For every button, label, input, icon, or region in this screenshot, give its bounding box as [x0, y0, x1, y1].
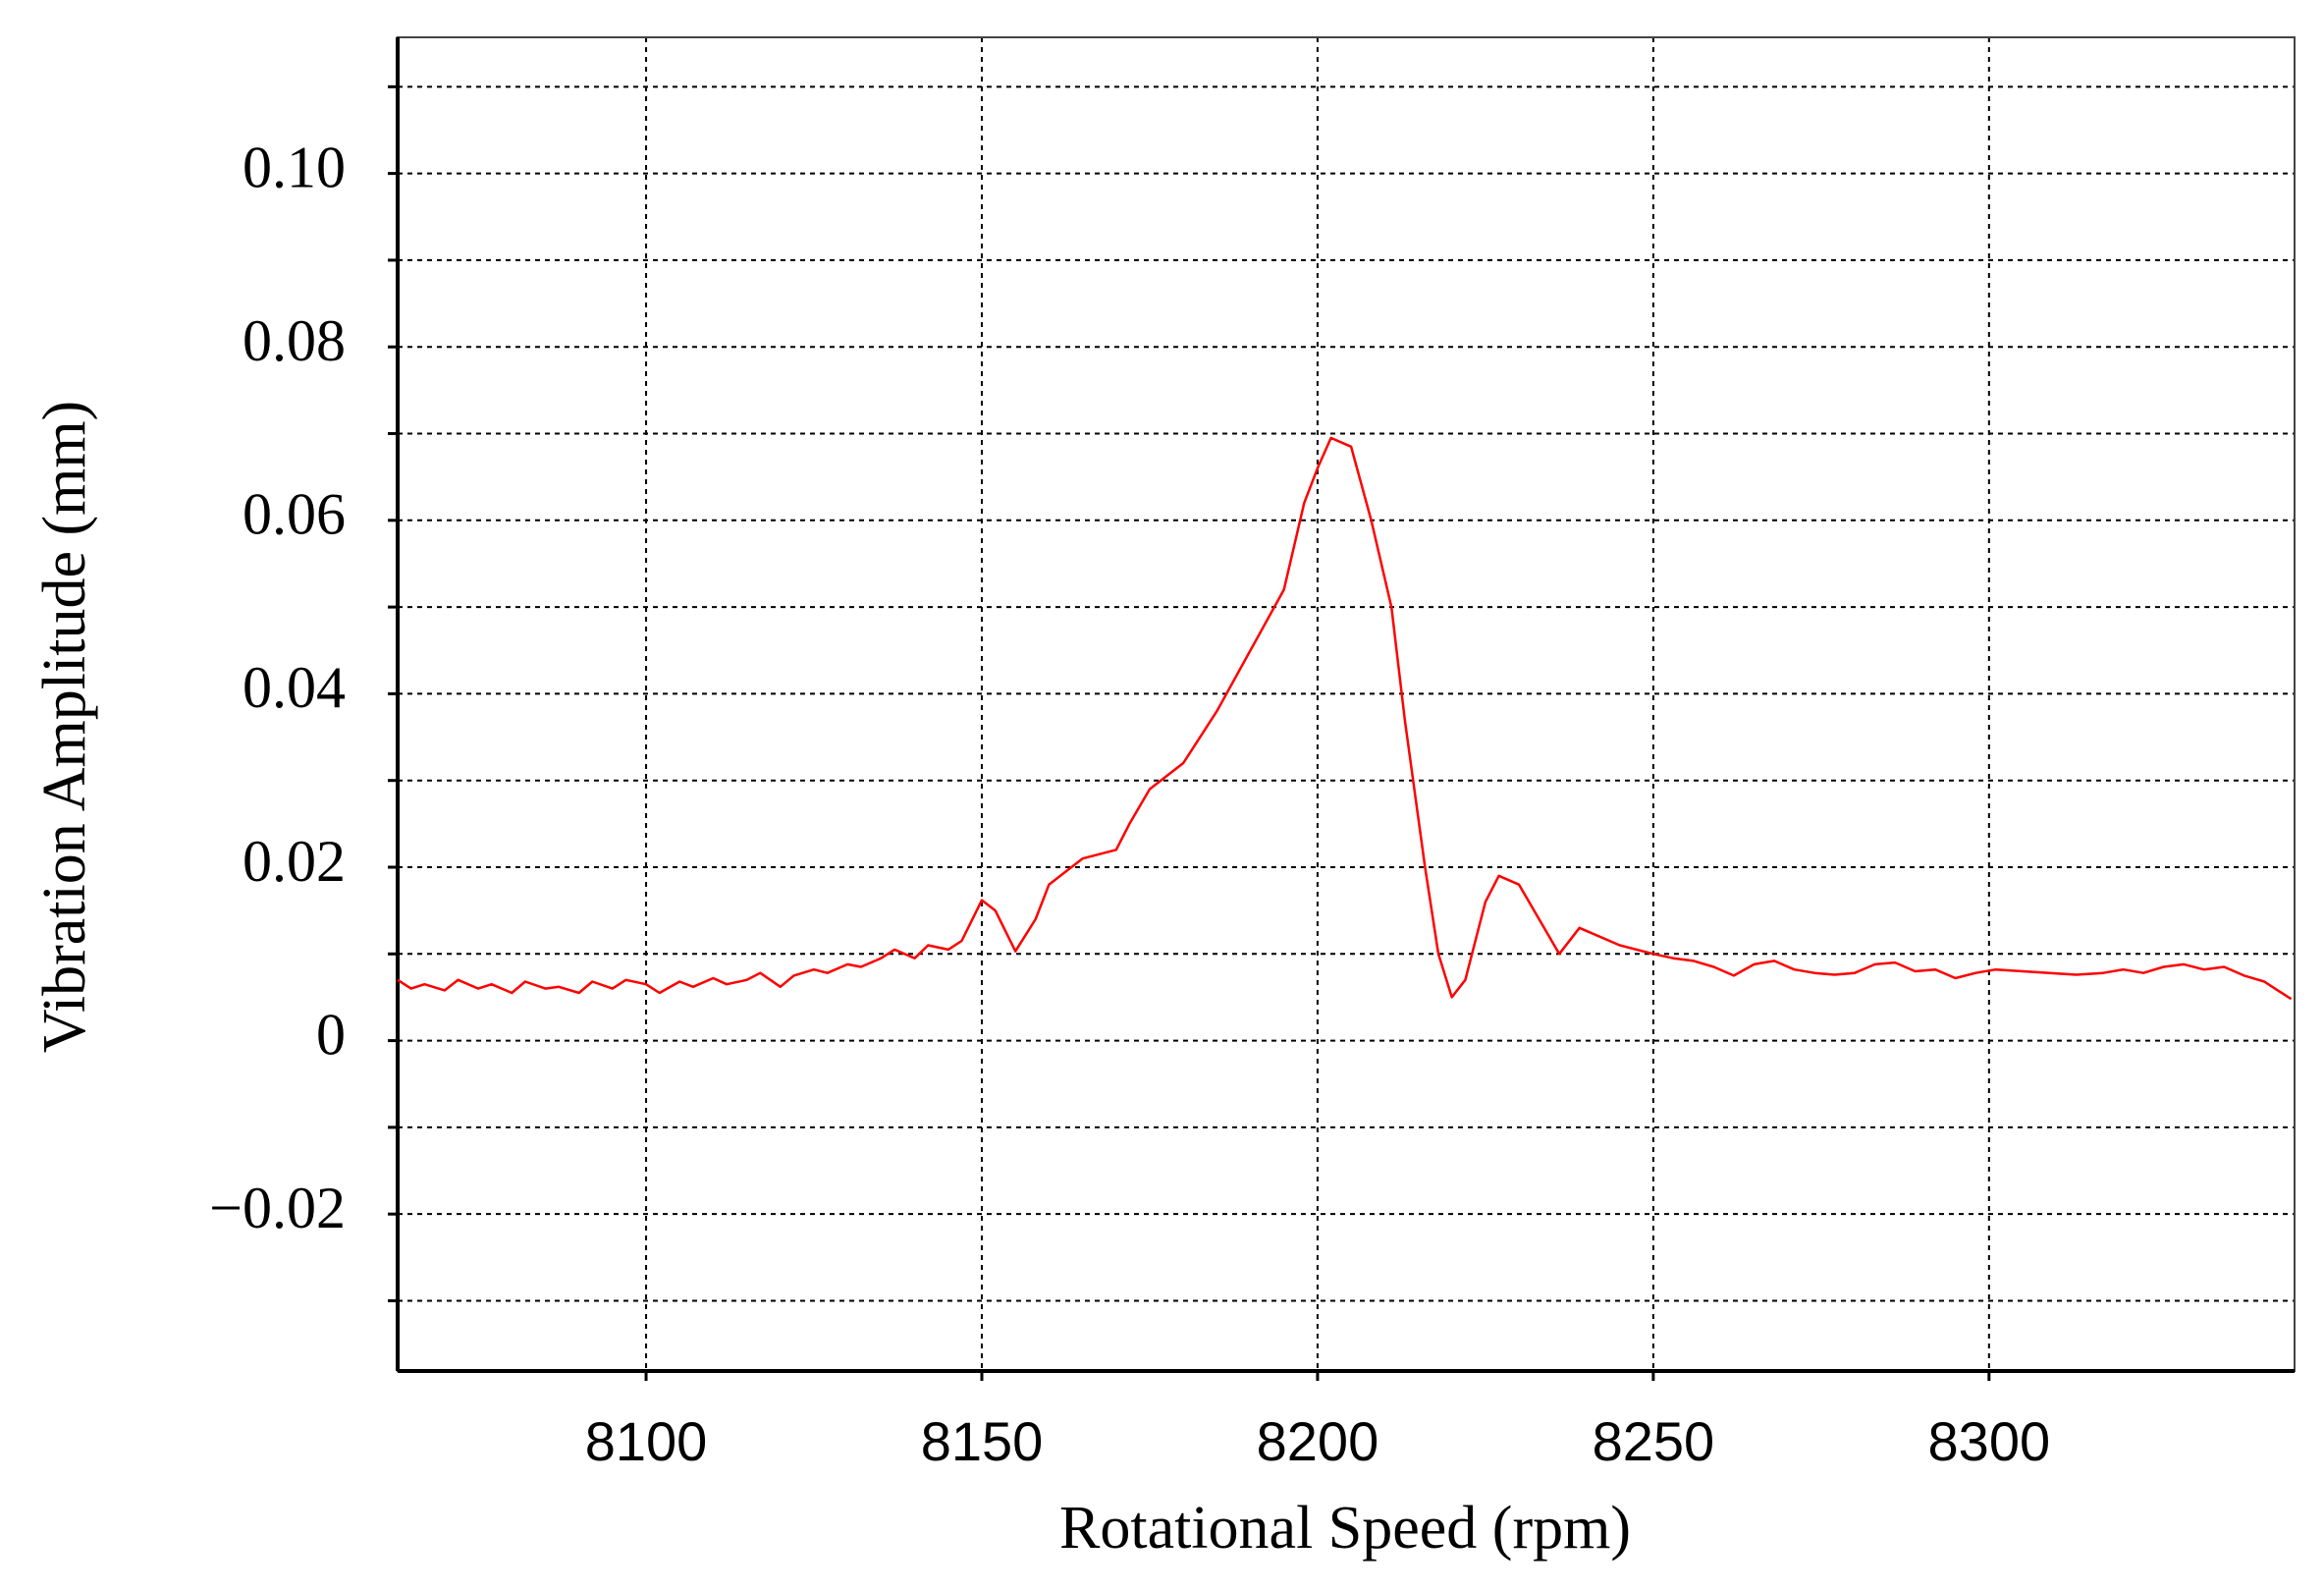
y-axis-title: Vibration Amplitude (mm): [31, 401, 98, 1053]
y-tick-label: 0: [316, 1002, 346, 1067]
y-tick-label: 0.08: [243, 308, 346, 373]
y-tick-label: 0.04: [243, 655, 346, 720]
x-axis-title: Rotational Speed (rpm): [1059, 1495, 1631, 1562]
y-tick-label: 0.02: [243, 829, 346, 894]
x-tick-label: 8100: [585, 1410, 708, 1472]
x-tick-label: 8250: [1593, 1410, 1715, 1472]
y-tick-label: 0.06: [243, 482, 346, 547]
y-tick-label: 0.10: [243, 135, 346, 199]
data-line: [397, 436, 2293, 1001]
plot-frame: [397, 36, 2296, 1372]
x-tick-label: 8300: [1928, 1410, 2051, 1472]
y-tick-label: −0.02: [209, 1176, 346, 1240]
x-tick-label: 8150: [921, 1410, 1044, 1472]
x-tick-label: 8200: [1257, 1410, 1379, 1472]
